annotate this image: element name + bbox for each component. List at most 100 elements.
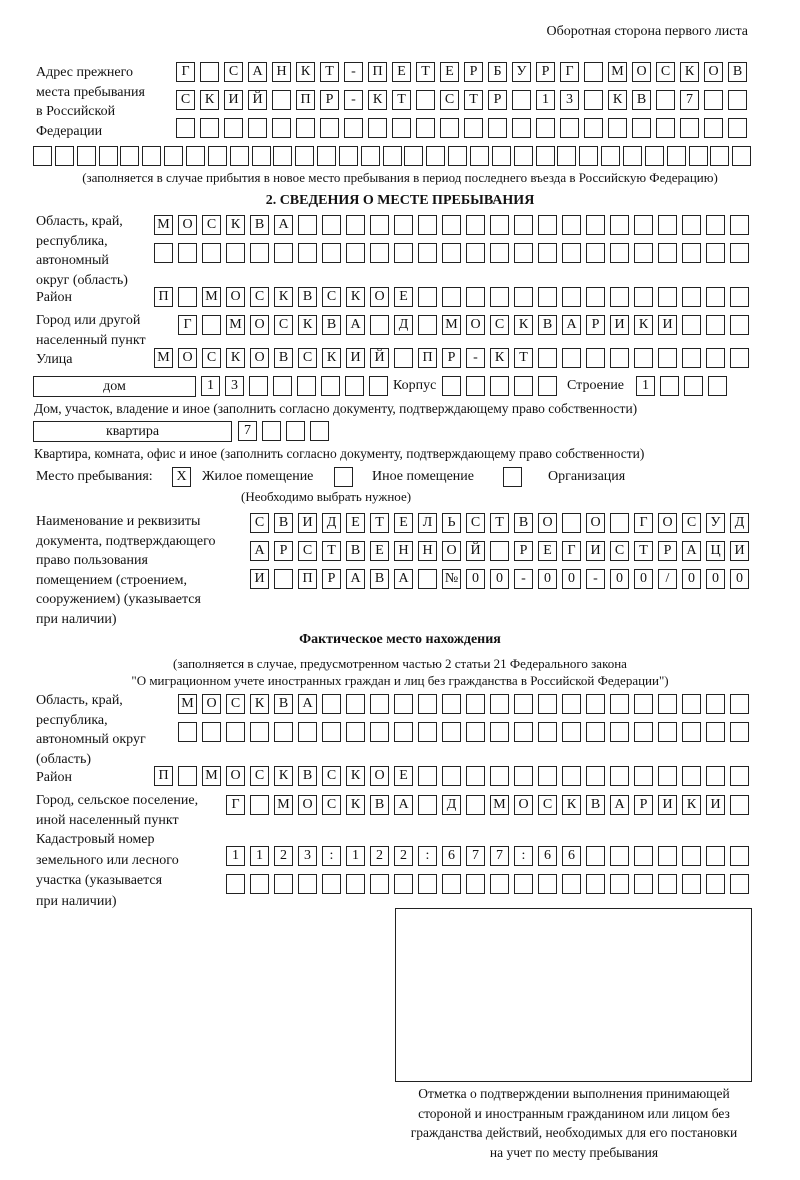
char-cell[interactable]: 1 <box>226 846 245 866</box>
char-cell[interactable]: П <box>154 766 173 786</box>
char-cell[interactable] <box>295 146 315 166</box>
char-cell[interactable] <box>466 215 485 235</box>
char-cell[interactable]: Р <box>586 315 605 335</box>
char-cell[interactable] <box>490 376 509 396</box>
char-cell[interactable] <box>164 146 184 166</box>
char-cell[interactable]: К <box>226 348 245 368</box>
char-cell[interactable] <box>394 348 413 368</box>
char-cell[interactable] <box>490 243 509 263</box>
char-cell[interactable] <box>298 243 317 263</box>
char-cell[interactable] <box>226 722 245 742</box>
char-cell[interactable]: В <box>538 315 557 335</box>
char-cell[interactable] <box>442 722 461 742</box>
char-cell[interactable] <box>207 146 227 166</box>
char-cell[interactable] <box>418 795 437 815</box>
char-cell[interactable]: Р <box>320 90 339 110</box>
char-cell[interactable]: 1 <box>346 846 365 866</box>
char-cell[interactable] <box>346 243 365 263</box>
char-cell[interactable]: В <box>370 569 389 589</box>
char-cell[interactable]: М <box>274 795 293 815</box>
char-cell[interactable]: Е <box>394 287 413 307</box>
char-cell[interactable] <box>488 118 507 138</box>
char-cell[interactable]: К <box>490 348 509 368</box>
char-cell[interactable] <box>682 243 701 263</box>
char-cell[interactable] <box>610 694 629 714</box>
char-cell[interactable]: С <box>274 315 293 335</box>
char-cell[interactable] <box>584 90 603 110</box>
char-cell[interactable]: Р <box>274 541 293 561</box>
char-cell[interactable] <box>682 215 701 235</box>
char-cell[interactable]: С <box>466 513 485 533</box>
char-cell[interactable] <box>586 243 605 263</box>
char-cell[interactable] <box>418 243 437 263</box>
char-cell[interactable] <box>706 315 725 335</box>
char-cell[interactable] <box>466 722 485 742</box>
char-cell[interactable]: А <box>298 694 317 714</box>
char-cell[interactable] <box>512 90 531 110</box>
char-cell[interactable] <box>682 846 701 866</box>
char-cell[interactable]: С <box>322 766 341 786</box>
char-cell[interactable] <box>634 243 653 263</box>
char-cell[interactable]: 0 <box>706 569 725 589</box>
char-cell[interactable] <box>730 315 749 335</box>
char-cell[interactable]: 3 <box>298 846 317 866</box>
char-cell[interactable] <box>322 722 341 742</box>
char-cell[interactable]: В <box>728 62 747 82</box>
char-cell[interactable] <box>345 376 364 396</box>
char-cell[interactable]: К <box>346 795 365 815</box>
char-cell[interactable] <box>226 874 245 894</box>
char-cell[interactable] <box>706 243 725 263</box>
char-cell[interactable] <box>338 146 358 166</box>
char-cell[interactable] <box>658 243 677 263</box>
char-cell[interactable]: К <box>514 315 533 335</box>
char-cell[interactable] <box>185 146 205 166</box>
char-cell[interactable] <box>658 348 677 368</box>
char-cell[interactable]: Е <box>394 513 413 533</box>
char-cell[interactable] <box>706 348 725 368</box>
char-cell[interactable] <box>562 287 581 307</box>
char-cell[interactable]: С <box>250 513 269 533</box>
char-cell[interactable]: - <box>344 90 363 110</box>
char-cell[interactable]: К <box>250 694 269 714</box>
char-cell[interactable]: В <box>274 694 293 714</box>
char-cell[interactable]: А <box>274 215 293 235</box>
char-cell[interactable]: А <box>250 541 269 561</box>
char-cell[interactable] <box>610 766 629 786</box>
char-cell[interactable] <box>706 766 725 786</box>
char-cell[interactable] <box>466 376 485 396</box>
char-cell[interactable]: - <box>514 569 533 589</box>
char-cell[interactable]: В <box>586 795 605 815</box>
char-cell[interactable] <box>562 513 581 533</box>
char-cell[interactable] <box>274 722 293 742</box>
char-cell[interactable]: С <box>176 90 195 110</box>
char-cell[interactable]: М <box>490 795 509 815</box>
char-cell[interactable] <box>298 215 317 235</box>
char-cell[interactable] <box>296 118 315 138</box>
char-cell[interactable] <box>538 874 557 894</box>
char-cell[interactable]: Е <box>346 513 365 533</box>
char-cell[interactable]: И <box>346 348 365 368</box>
char-cell[interactable]: Б <box>488 62 507 82</box>
checkbox-other-premises[interactable] <box>334 467 353 487</box>
char-cell[interactable] <box>538 376 557 396</box>
char-cell[interactable]: М <box>442 315 461 335</box>
char-cell[interactable] <box>706 874 725 894</box>
char-cell[interactable]: П <box>298 569 317 589</box>
char-cell[interactable]: Т <box>392 90 411 110</box>
char-cell[interactable]: П <box>368 62 387 82</box>
char-cell[interactable] <box>154 243 173 263</box>
char-cell[interactable] <box>634 694 653 714</box>
char-cell[interactable] <box>658 874 677 894</box>
char-cell[interactable] <box>684 376 703 396</box>
char-cell[interactable]: К <box>346 766 365 786</box>
char-cell[interactable] <box>730 846 749 866</box>
char-cell[interactable] <box>224 118 243 138</box>
char-cell[interactable] <box>634 348 653 368</box>
char-cell[interactable] <box>490 874 509 894</box>
char-cell[interactable]: С <box>610 541 629 561</box>
char-cell[interactable]: С <box>490 315 509 335</box>
char-cell[interactable] <box>682 766 701 786</box>
char-cell[interactable] <box>274 569 293 589</box>
char-cell[interactable] <box>514 287 533 307</box>
char-cell[interactable]: М <box>226 315 245 335</box>
